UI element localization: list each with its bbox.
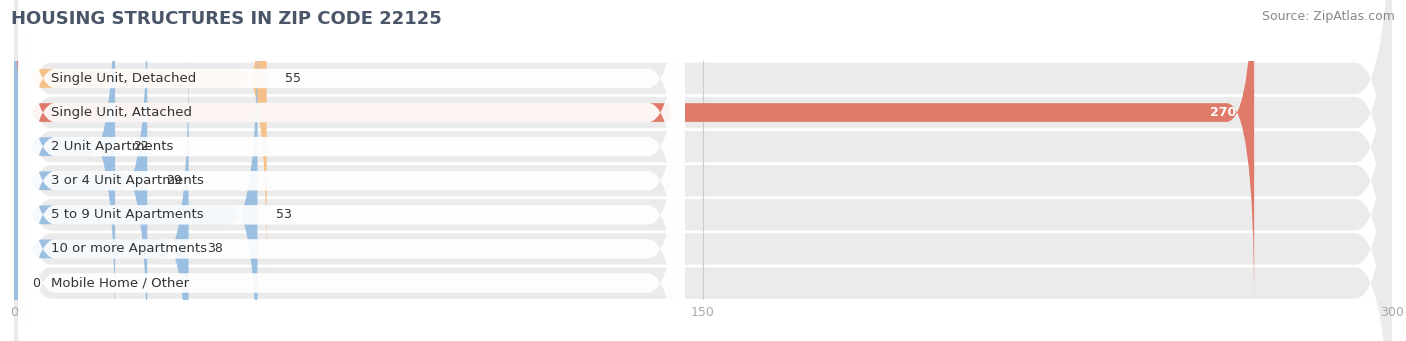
Text: 0: 0	[32, 277, 41, 290]
FancyBboxPatch shape	[18, 0, 685, 341]
FancyBboxPatch shape	[14, 0, 115, 341]
FancyBboxPatch shape	[18, 0, 685, 341]
Text: Source: ZipAtlas.com: Source: ZipAtlas.com	[1261, 10, 1395, 23]
FancyBboxPatch shape	[18, 0, 685, 341]
FancyBboxPatch shape	[14, 0, 148, 341]
Text: HOUSING STRUCTURES IN ZIP CODE 22125: HOUSING STRUCTURES IN ZIP CODE 22125	[11, 10, 441, 28]
Text: 22: 22	[134, 140, 149, 153]
Text: 53: 53	[276, 208, 291, 221]
FancyBboxPatch shape	[14, 0, 1392, 341]
FancyBboxPatch shape	[14, 0, 1392, 336]
FancyBboxPatch shape	[14, 0, 267, 273]
FancyBboxPatch shape	[18, 0, 685, 341]
Text: 10 or more Apartments: 10 or more Apartments	[51, 242, 207, 255]
Text: 2 Unit Apartments: 2 Unit Apartments	[51, 140, 173, 153]
Text: 29: 29	[166, 174, 181, 187]
FancyBboxPatch shape	[14, 54, 188, 341]
Text: 5 to 9 Unit Apartments: 5 to 9 Unit Apartments	[51, 208, 204, 221]
FancyBboxPatch shape	[14, 0, 1392, 341]
FancyBboxPatch shape	[18, 20, 685, 341]
FancyBboxPatch shape	[14, 20, 257, 341]
FancyBboxPatch shape	[18, 0, 685, 341]
FancyBboxPatch shape	[18, 0, 685, 341]
Text: 55: 55	[285, 72, 301, 85]
FancyBboxPatch shape	[14, 26, 1392, 341]
FancyBboxPatch shape	[14, 0, 1254, 308]
Text: Single Unit, Attached: Single Unit, Attached	[51, 106, 191, 119]
Text: Single Unit, Detached: Single Unit, Detached	[51, 72, 195, 85]
FancyBboxPatch shape	[14, 0, 1392, 341]
FancyBboxPatch shape	[14, 0, 1392, 341]
FancyBboxPatch shape	[14, 0, 1392, 341]
Text: Mobile Home / Other: Mobile Home / Other	[51, 277, 188, 290]
Text: 3 or 4 Unit Apartments: 3 or 4 Unit Apartments	[51, 174, 204, 187]
Text: 38: 38	[207, 242, 222, 255]
Text: 270: 270	[1209, 106, 1236, 119]
